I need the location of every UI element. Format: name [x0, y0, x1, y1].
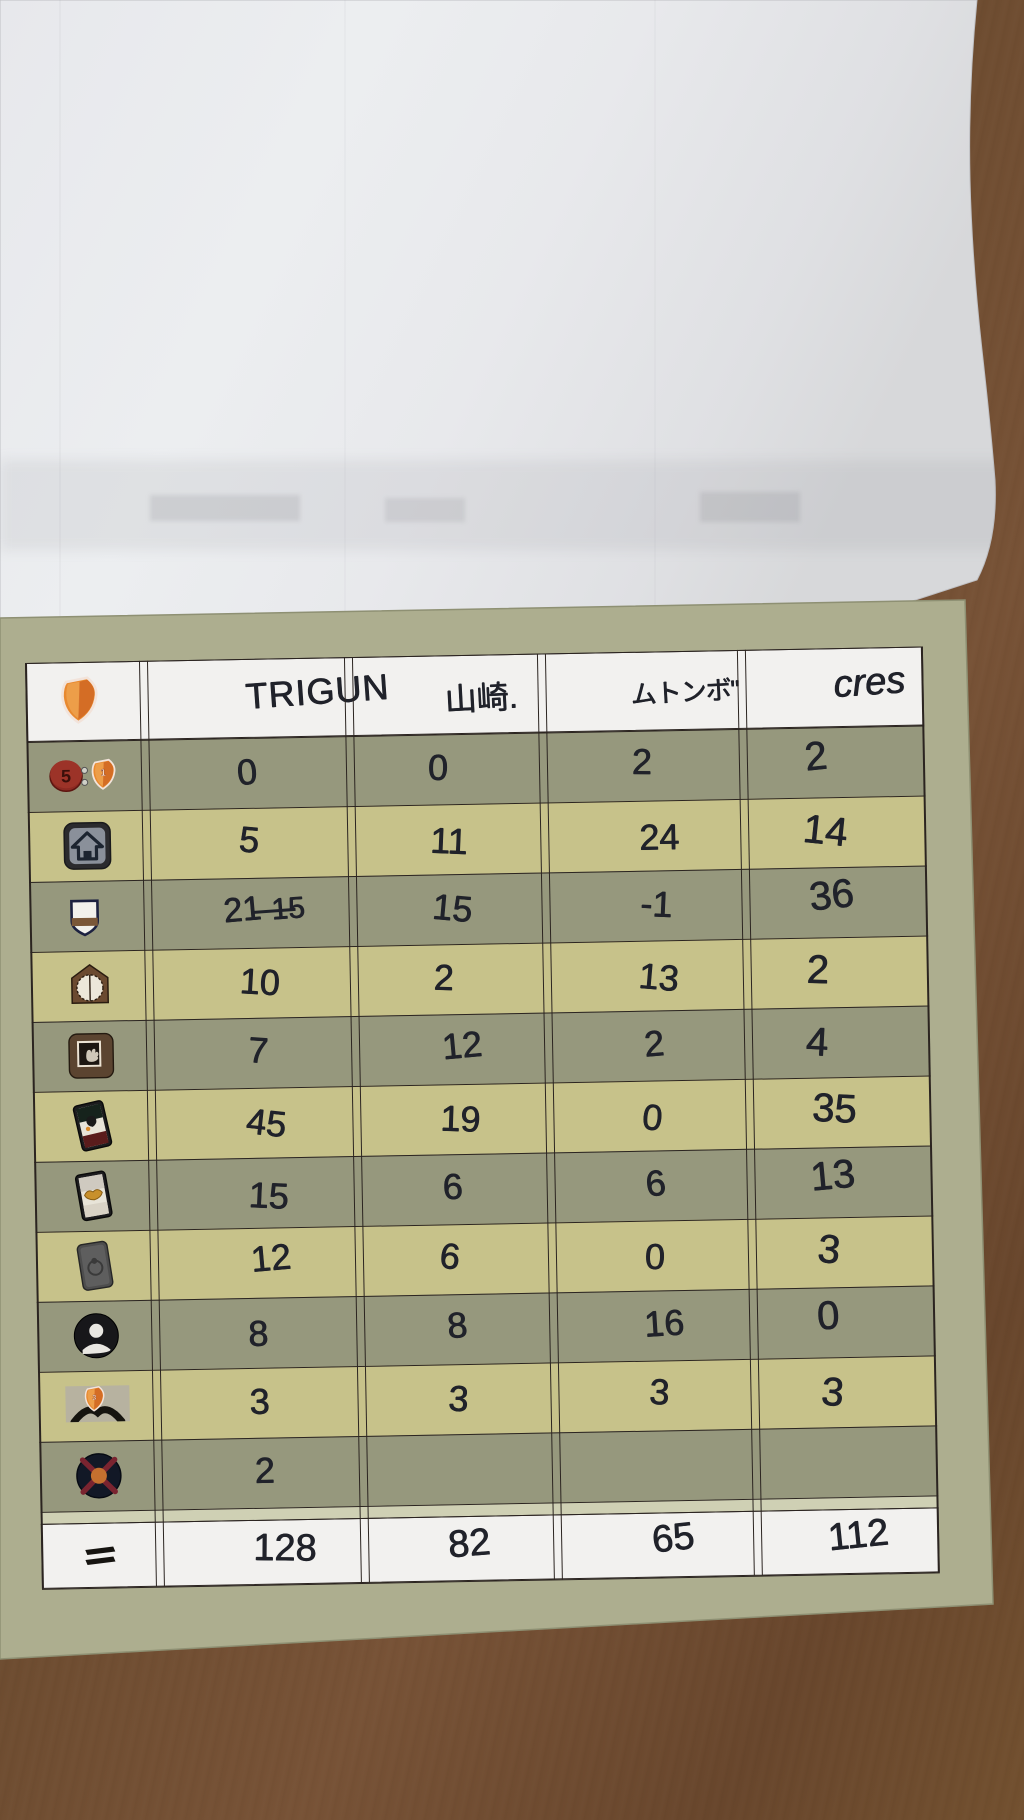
- svg-text:5: 5: [61, 766, 71, 786]
- svg-text:1: 1: [100, 768, 105, 779]
- svg-text:3: 3: [92, 1393, 96, 1402]
